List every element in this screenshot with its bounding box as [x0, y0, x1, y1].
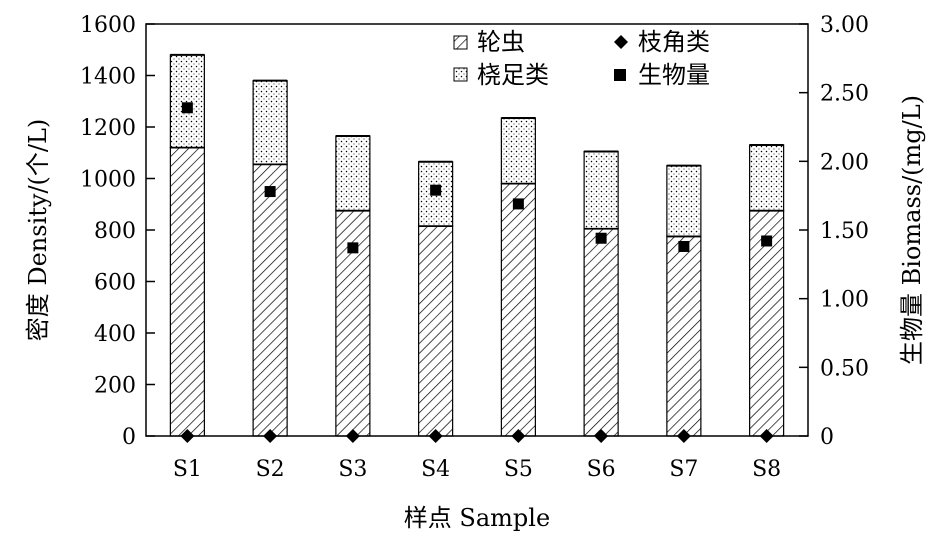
x-tick-label-S7: S7: [669, 457, 698, 482]
y2-tick-label-3.00: 3.00: [820, 13, 869, 38]
marker-biomass-S6: [595, 232, 607, 244]
marker-biomass-S5: [512, 198, 524, 210]
marker-biomass-S2: [264, 186, 276, 198]
right-axis: 0 0.50 1.00 1.50 2.00 2.50 3.00: [799, 13, 869, 450]
bar-copepod-S3: [335, 135, 371, 212]
bar-copepod-S2: [252, 80, 288, 165]
bar-copepod-S5: [500, 117, 536, 185]
legend-label-copepod: 桡足类: [477, 61, 549, 89]
y-tick-label-1200: 1200: [80, 116, 136, 141]
y2-tick-label-2.50: 2.50: [820, 82, 869, 107]
y-tick-label-400: 400: [94, 322, 136, 347]
x-tick-label-S2: S2: [256, 457, 285, 482]
y2-tick-label-1.50: 1.50: [820, 219, 869, 244]
x-axis: S1 S2 S3 S4 S5 S6 S7 S8: [173, 457, 781, 482]
y-tick-label-800: 800: [94, 219, 136, 244]
legend-label-biomass: 生物量: [638, 61, 710, 89]
markers-layer: [180, 102, 774, 443]
marker-biomass-S7: [678, 240, 690, 252]
y2-tick-label-0.50: 0.50: [820, 356, 869, 381]
legend-swatch-rotifer: [453, 35, 468, 50]
x-tick-label-S8: S8: [752, 457, 781, 482]
y2-tick-label-2.00: 2.00: [820, 150, 869, 175]
x-tick-label-S6: S6: [587, 457, 616, 482]
legend-marker-biomass: [614, 69, 626, 81]
x-tick-label-S4: S4: [421, 457, 450, 482]
bar-rotifer-S7: [666, 235, 702, 437]
marker-biomass-S4: [430, 184, 442, 196]
bar-rotifer-S2: [252, 163, 288, 437]
y-tick-label-200: 200: [94, 374, 136, 399]
bar-copepod-S6: [583, 150, 619, 230]
y2-axis-title: 生物量 Biomass/(mg/L): [898, 95, 926, 365]
y-tick-label-1400: 1400: [80, 65, 136, 90]
bar-copepod-S7: [666, 165, 702, 238]
bar-rotifer-S6: [583, 228, 619, 437]
legend-label-cladocera: 枝角类: [638, 28, 710, 56]
marker-biomass-S1: [181, 102, 193, 114]
bar-rotifer-S5: [500, 183, 536, 437]
y2-tick-label-0: 0: [820, 425, 834, 450]
y-tick-label-600: 600: [94, 271, 136, 296]
x-tick-label-S1: S1: [173, 457, 202, 482]
legend-label-rotifer: 轮虫: [477, 28, 525, 56]
x-tick-label-S3: S3: [338, 457, 367, 482]
bar-copepod-S8: [749, 144, 785, 212]
marker-biomass-S8: [761, 235, 773, 247]
y-tick-label-1000: 1000: [80, 168, 136, 193]
x-axis-title: 样点 Sample: [404, 504, 550, 532]
y-axis-title: 密度 Density/(个/L): [24, 119, 52, 342]
y-tick-label-1600: 1600: [80, 13, 136, 38]
bar-rotifer-S1: [169, 147, 205, 437]
bar-rotifer-S8: [749, 210, 785, 437]
y2-tick-label-1.00: 1.00: [820, 288, 869, 313]
legend-swatch-copepod: [453, 67, 468, 82]
bar-rotifer-S4: [418, 225, 454, 437]
y-tick-label-0: 0: [122, 425, 136, 450]
bars-layer: [169, 53, 785, 437]
legend: 轮虫 桡足类 枝角类 生物量: [453, 28, 710, 89]
x-tick-label-S5: S5: [504, 457, 533, 482]
bar-copepod-S1: [169, 54, 205, 149]
left-axis: 0 200 400 600 800 1000 1200 1400 1600: [80, 13, 155, 450]
legend-marker-cladocera: [614, 35, 628, 49]
marker-biomass-S3: [347, 242, 359, 254]
